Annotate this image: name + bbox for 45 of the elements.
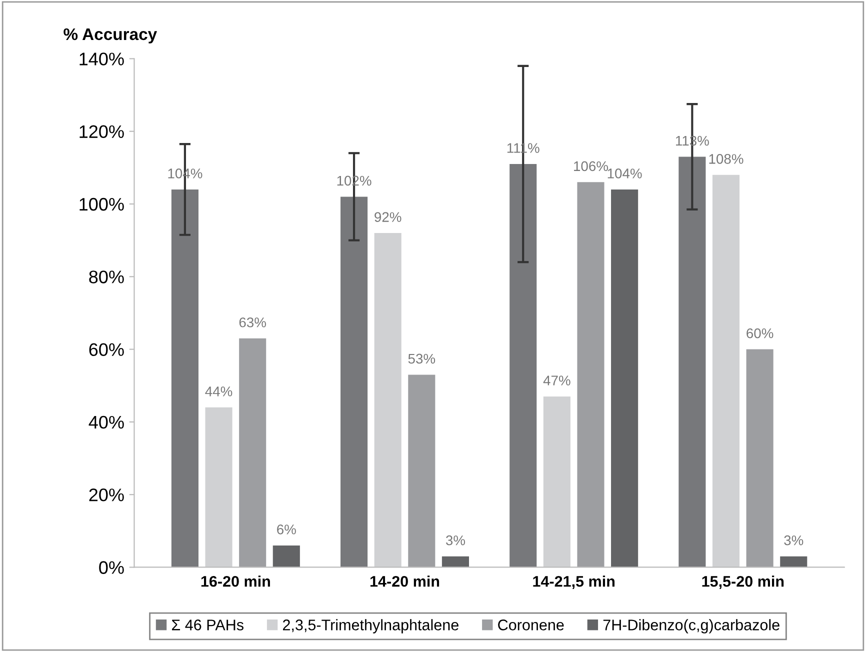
data-label: 53% bbox=[408, 354, 436, 364]
y-tick-label: 140% bbox=[80, 52, 124, 66]
legend-label: Σ 46 PAHs bbox=[172, 620, 244, 630]
data-label: 108% bbox=[709, 154, 744, 164]
data-label: 3% bbox=[784, 535, 804, 546]
bar bbox=[171, 189, 198, 568]
y-tick-label: 0% bbox=[99, 561, 124, 574]
x-tick-label: 15,5-20 min bbox=[702, 576, 784, 590]
data-label: 60% bbox=[746, 328, 774, 338]
y-tick-label: 40% bbox=[88, 416, 124, 429]
bar bbox=[543, 396, 570, 568]
data-label: 104% bbox=[608, 168, 642, 178]
bar bbox=[780, 556, 808, 568]
y-tick-label: 20% bbox=[89, 488, 124, 502]
data-label: 92% bbox=[374, 212, 402, 222]
bar bbox=[340, 196, 368, 568]
bar bbox=[374, 233, 402, 568]
y-tick-label: 80% bbox=[89, 270, 124, 284]
bar bbox=[272, 545, 300, 568]
legend-label: 2,3,5-Trimethylnaphtalene bbox=[282, 619, 458, 634]
data-label: 6% bbox=[277, 524, 296, 534]
bar bbox=[510, 164, 537, 568]
bar bbox=[239, 338, 266, 568]
bar bbox=[577, 182, 604, 568]
legend-label: Coronene bbox=[498, 620, 564, 630]
bar bbox=[408, 374, 436, 568]
y-tick-label: 60% bbox=[89, 343, 124, 356]
bar bbox=[442, 556, 469, 568]
x-tick-label: 14-20 min bbox=[370, 576, 440, 587]
y-tick-label: 120% bbox=[80, 125, 124, 138]
bar bbox=[611, 189, 638, 568]
bar bbox=[746, 349, 774, 568]
y-tick-label: 100% bbox=[80, 198, 124, 211]
data-label: 106% bbox=[574, 161, 608, 172]
bar bbox=[205, 407, 232, 568]
data-label: 3% bbox=[446, 535, 466, 546]
x-tick-label: 16-20 min bbox=[201, 576, 270, 587]
bar bbox=[678, 156, 706, 568]
bar bbox=[712, 174, 740, 568]
x-tick-label: 14-21,5 min bbox=[533, 576, 614, 590]
data-label: 63% bbox=[239, 317, 266, 328]
legend-label: 7H-Dibenzo(c,g)carbazole bbox=[603, 619, 780, 634]
data-label: 47% bbox=[543, 376, 570, 386]
data-label: 44% bbox=[205, 386, 232, 396]
y-axis-title: % Accuracy bbox=[64, 28, 157, 44]
